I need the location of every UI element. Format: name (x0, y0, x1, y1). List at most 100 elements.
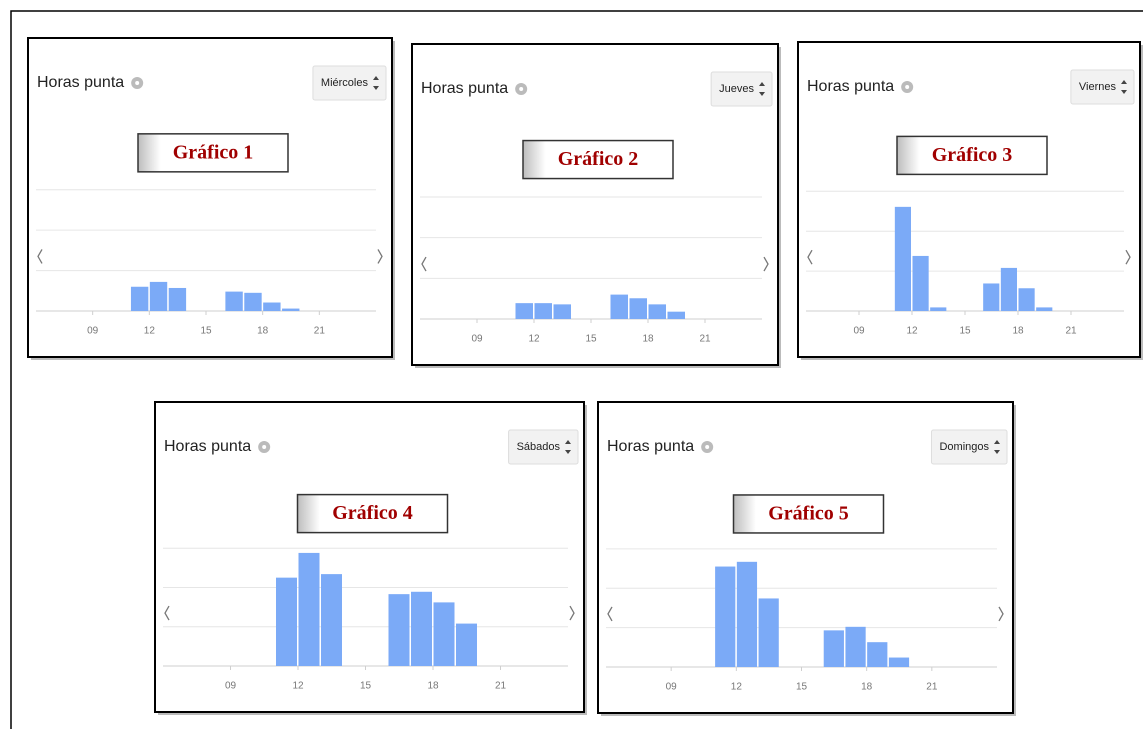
chart-label: Gráfico 2 (558, 148, 639, 170)
x-tick-label: 09 (666, 682, 678, 693)
widget-title: Horas punta (164, 438, 251, 455)
x-tick-label: 18 (257, 326, 269, 337)
outer-frame (10, 10, 1143, 729)
help-icon-dot (905, 85, 910, 89)
day-selector-label: Sábados (517, 441, 561, 453)
bar (894, 206, 911, 311)
x-tick-label: 15 (796, 682, 808, 693)
x-tick-label: 18 (861, 682, 873, 693)
widget-title: Horas punta (807, 78, 894, 95)
x-tick-label: 18 (427, 681, 439, 692)
bar (930, 307, 947, 311)
next-arrow[interactable] (377, 249, 383, 264)
bar (845, 626, 866, 667)
help-icon-dot (135, 81, 140, 85)
bar (667, 311, 685, 319)
next-arrow[interactable] (763, 256, 769, 272)
bar (1000, 267, 1017, 311)
x-tick-label: 09 (853, 326, 865, 337)
selector-arrows (994, 440, 1000, 454)
help-icon-dot (705, 445, 710, 449)
label-box (522, 139, 674, 180)
widget-title: Horas punta (607, 438, 694, 455)
x-tick-label: 18 (1012, 326, 1024, 337)
help-icon-dot (519, 87, 524, 91)
x-tick-label: 15 (959, 326, 971, 337)
bar (130, 286, 149, 311)
x-tick-label: 21 (699, 334, 711, 345)
x-tick-label: 21 (495, 681, 507, 692)
prev-arrow[interactable] (807, 249, 813, 265)
day-selector-label: Domingos (939, 441, 989, 453)
day-selector[interactable] (312, 65, 387, 101)
bar (168, 287, 187, 311)
x-tick-label: 09 (225, 681, 237, 692)
x-tick-label: 09 (87, 326, 99, 337)
bar (867, 642, 888, 667)
prev-arrow[interactable] (421, 256, 427, 272)
bar (534, 303, 552, 319)
day-selector[interactable] (930, 429, 1008, 465)
x-tick-label: 12 (144, 326, 156, 337)
bar (758, 598, 779, 667)
x-tick-label: 12 (292, 681, 304, 692)
bar (276, 577, 297, 666)
bar (715, 566, 736, 667)
x-tick-label: 09 (471, 334, 483, 345)
bar (912, 255, 929, 311)
bar (388, 594, 410, 666)
help-icon-dot (262, 445, 267, 449)
x-tick-label: 12 (528, 334, 540, 345)
bar (823, 630, 844, 667)
chart-label: Gráfico 4 (332, 502, 413, 524)
label-box (296, 493, 449, 534)
x-tick-label: 21 (1065, 326, 1077, 337)
selector-arrows (1121, 80, 1127, 94)
next-arrow[interactable] (1125, 249, 1131, 265)
x-tick-label: 15 (585, 334, 597, 345)
bar (263, 302, 281, 311)
chart-label: Gráfico 3 (932, 144, 1013, 166)
widget-title: Horas punta (37, 74, 124, 91)
bar (298, 552, 320, 666)
day-selector[interactable] (1070, 69, 1135, 105)
bar (321, 574, 342, 666)
bar (411, 591, 432, 666)
bar (1018, 288, 1035, 311)
bar (888, 657, 910, 667)
prev-arrow[interactable] (607, 606, 613, 622)
bar (553, 304, 571, 319)
day-selector[interactable] (710, 71, 773, 107)
next-arrow[interactable] (998, 606, 1004, 622)
x-tick-label: 15 (200, 326, 212, 337)
selector-arrows (759, 82, 765, 96)
day-selector-label: Jueves (719, 83, 754, 95)
day-selector[interactable] (508, 429, 579, 465)
prev-arrow[interactable] (37, 249, 43, 264)
day-selector-label: Viernes (1079, 81, 1117, 93)
bar (736, 561, 758, 667)
bar (149, 281, 168, 311)
x-tick-label: 21 (314, 326, 326, 337)
bar (225, 291, 243, 311)
selector-arrows (373, 76, 379, 90)
bar (1036, 307, 1053, 311)
x-tick-label: 21 (926, 682, 938, 693)
bar (983, 283, 1000, 311)
bar (244, 292, 262, 311)
bar (515, 303, 533, 319)
x-tick-label: 12 (906, 326, 918, 337)
bar (629, 298, 647, 319)
x-tick-label: 15 (360, 681, 372, 692)
label-box (896, 135, 1048, 176)
bar (282, 308, 300, 311)
bar (433, 602, 455, 666)
next-arrow[interactable] (569, 605, 575, 621)
bar (648, 304, 666, 319)
label-box (137, 133, 289, 173)
prev-arrow[interactable] (164, 605, 170, 621)
bar (456, 623, 477, 666)
widget-title: Horas punta (421, 80, 508, 97)
label-box (732, 494, 885, 534)
